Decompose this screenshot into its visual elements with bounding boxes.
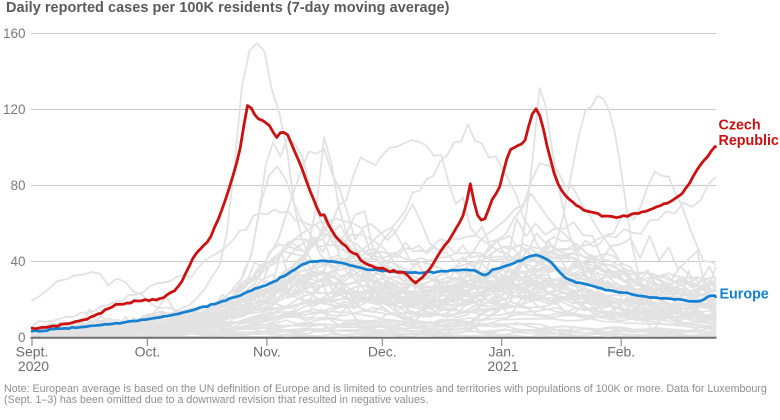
- svg-text:Feb.: Feb.: [607, 344, 635, 360]
- svg-text:160: 160: [3, 26, 26, 41]
- svg-text:2020: 2020: [18, 358, 49, 374]
- svg-text:120: 120: [3, 102, 26, 117]
- svg-text:Nov.: Nov.: [253, 344, 281, 360]
- svg-text:80: 80: [10, 178, 25, 193]
- svg-text:Czech: Czech: [719, 118, 761, 134]
- svg-text:40: 40: [10, 254, 25, 269]
- svg-text:Oct.: Oct.: [135, 344, 161, 360]
- svg-text:Europe: Europe: [720, 286, 769, 302]
- svg-text:Republic: Republic: [719, 133, 779, 149]
- svg-text:2021: 2021: [487, 358, 518, 374]
- svg-text:Sept.: Sept.: [16, 344, 49, 360]
- svg-text:Jan.: Jan.: [488, 344, 514, 360]
- svg-text:0: 0: [18, 330, 26, 345]
- svg-text:Dec.: Dec.: [368, 344, 397, 360]
